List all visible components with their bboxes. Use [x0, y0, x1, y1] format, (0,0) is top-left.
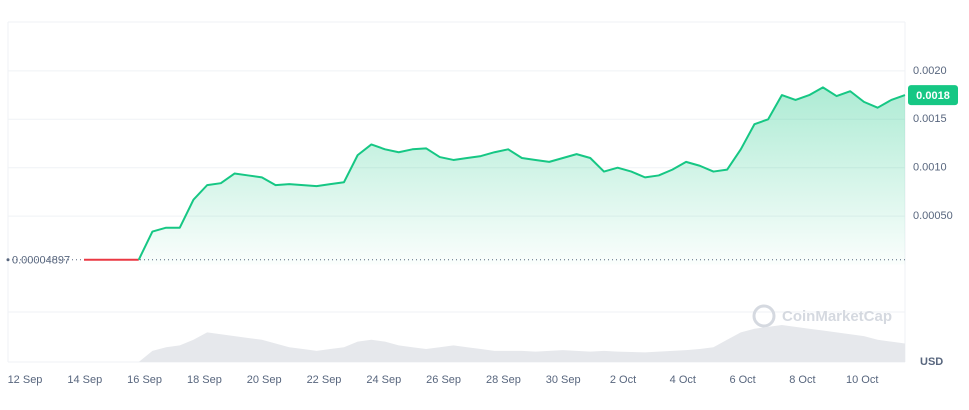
x-tick-label: 2 Oct — [610, 374, 636, 386]
x-tick-label: 22 Sep — [307, 374, 342, 386]
baseline-label: 0.00004897 — [12, 255, 70, 267]
x-tick-label: 28 Sep — [486, 374, 521, 386]
x-tick-label: 14 Sep — [67, 374, 102, 386]
x-tick-label: 12 Sep — [8, 374, 43, 386]
x-tick-label: 4 Oct — [670, 374, 696, 386]
x-tick-label: 20 Sep — [247, 374, 282, 386]
currency-label: USD — [920, 356, 943, 368]
x-tick-label: 30 Sep — [546, 374, 581, 386]
watermark: CoinMarketCap — [782, 308, 892, 325]
x-tick-label: 26 Sep — [426, 374, 461, 386]
y-tick-label: 0.0010 — [913, 162, 947, 174]
price-area — [138, 87, 905, 265]
baseline-dot — [6, 258, 10, 262]
x-tick-label: 16 Sep — [127, 374, 162, 386]
x-tick-label: 24 Sep — [366, 374, 401, 386]
x-tick-label: 6 Oct — [729, 374, 755, 386]
x-tick-label: 18 Sep — [187, 374, 222, 386]
watermark-logo — [752, 304, 776, 328]
current-price-label: 0.0018 — [916, 90, 950, 102]
volume-area — [84, 325, 905, 362]
price-line — [137, 86, 906, 261]
current-price-tag — [908, 85, 958, 106]
y-tick-label: 0.0015 — [913, 113, 947, 125]
x-tick-label: 8 Oct — [789, 374, 815, 386]
x-tick-label: 10 Oct — [846, 374, 878, 386]
y-tick-label: 0.00050 — [913, 210, 953, 222]
y-tick-label: 0.0020 — [913, 65, 947, 77]
